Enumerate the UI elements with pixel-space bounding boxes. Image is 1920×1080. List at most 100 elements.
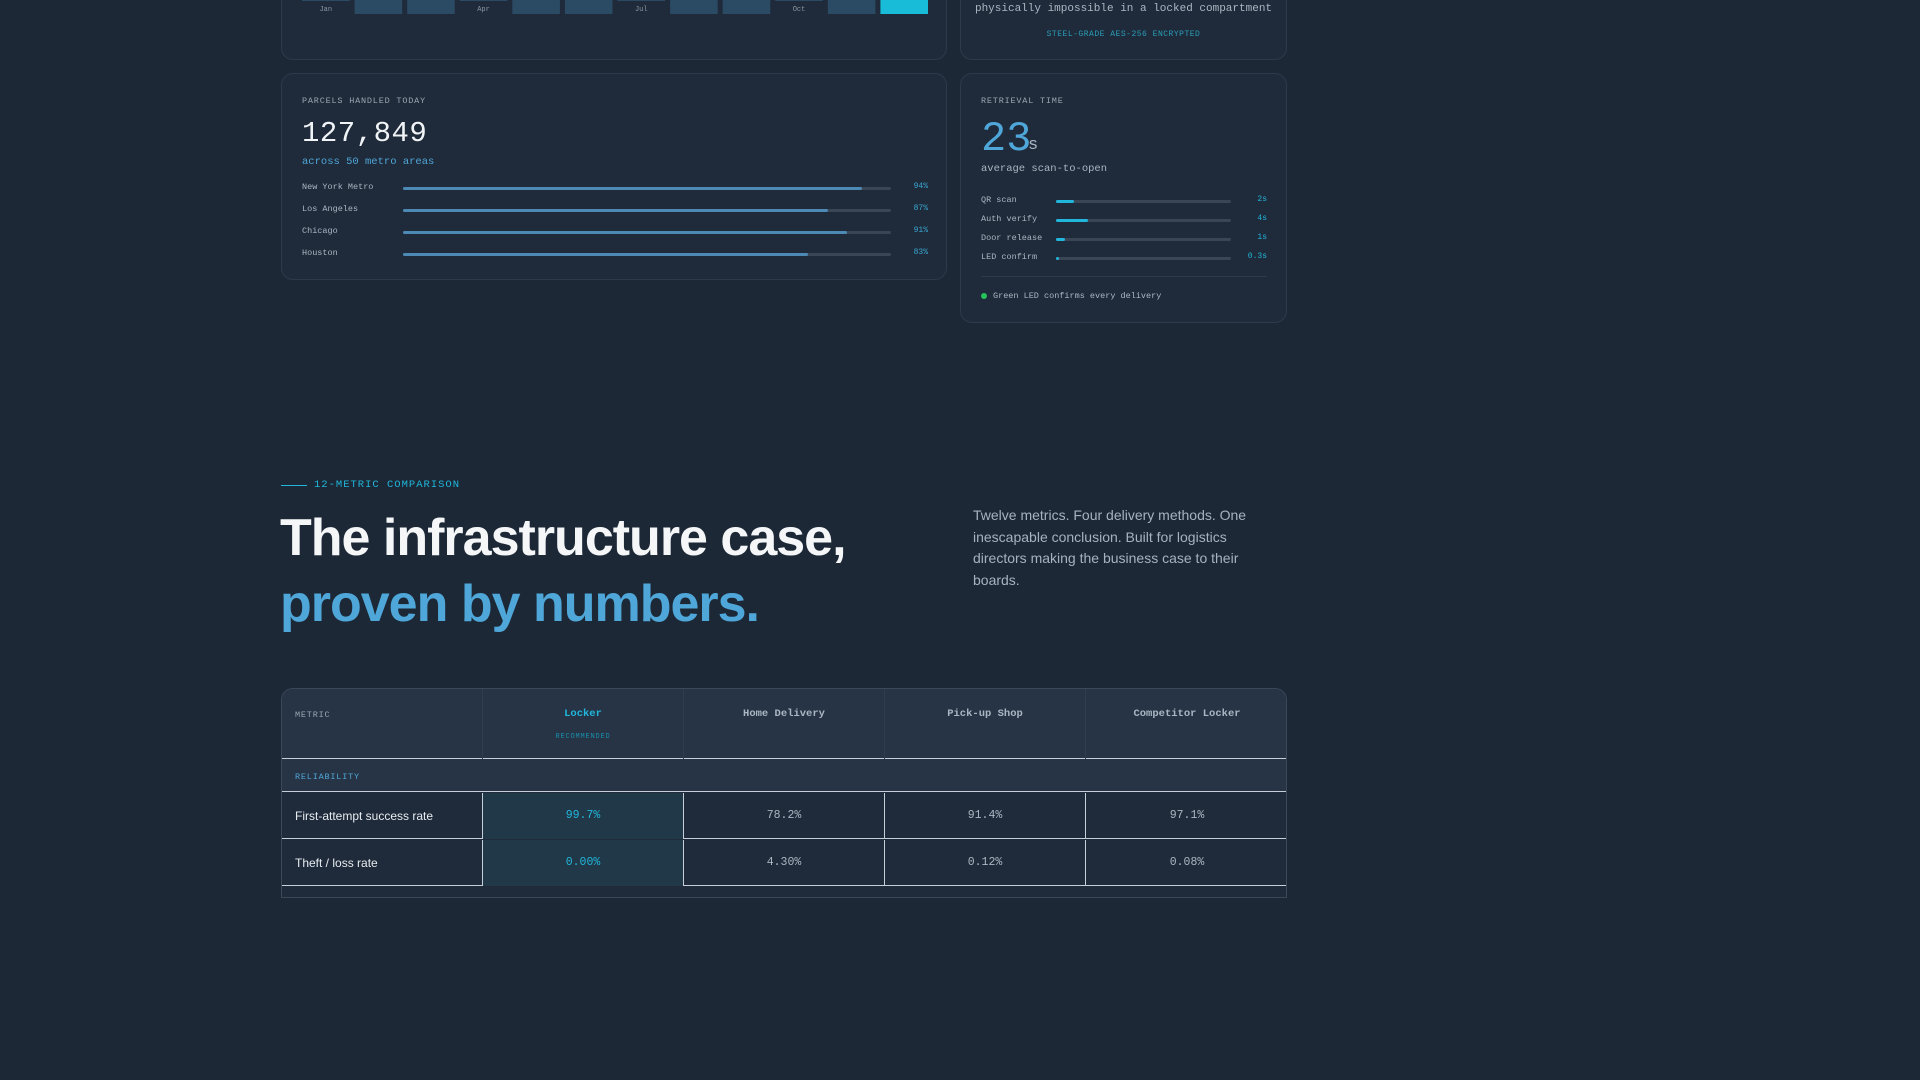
column-header-locker[interactable]: Locker RECOMMENDED xyxy=(482,689,683,759)
metro-progress-track xyxy=(403,253,891,256)
cell-value: 0.08% xyxy=(1169,856,1205,869)
section-intro: Twelve metrics. Four delivery methods. O… xyxy=(973,507,1247,588)
month-tick-label: Jan xyxy=(319,6,332,14)
cell-value: 78.2% xyxy=(766,809,802,822)
step-row: QR scan 2s xyxy=(981,195,1267,207)
metro-percent: 83% xyxy=(913,248,928,257)
chart-bar xyxy=(617,0,666,1)
metric-name: Theft / loss rate xyxy=(295,856,378,870)
month-tick-label: Oct xyxy=(793,6,806,14)
metro-row: New York Metro 94% xyxy=(302,182,928,194)
retrieval-value: 23 xyxy=(981,115,1032,163)
month-tick-label: Apr xyxy=(477,6,490,14)
section-headline-accent: proven by numbers. xyxy=(280,575,760,633)
metro-progress-track xyxy=(403,187,891,190)
metro-progress-fill xyxy=(403,209,828,212)
column-header-label: Home Delivery xyxy=(743,708,825,720)
metric-cell: First-attempt success rate xyxy=(282,793,482,839)
step-value: 2s xyxy=(1257,195,1267,204)
column-header-pickup-shop[interactable]: Pick-up Shop xyxy=(884,689,1085,759)
step-progress-track xyxy=(1056,219,1231,222)
security-card: physically impossible in a locked compar… xyxy=(960,0,1287,60)
column-header-home-delivery[interactable]: Home Delivery xyxy=(683,689,884,759)
step-progress-track xyxy=(1056,257,1231,260)
value-cell-competitor-locker: 97.1% xyxy=(1085,793,1286,839)
chart-bar xyxy=(354,0,403,14)
step-progress-track xyxy=(1056,200,1231,203)
metric-column-header: METRIC xyxy=(282,689,482,759)
green-led-icon xyxy=(981,293,987,299)
chart-bar xyxy=(827,0,876,14)
section-headline: The infrastructure case, xyxy=(280,509,847,567)
month-tick-label: Jul xyxy=(635,6,648,14)
chart-bar xyxy=(722,0,771,14)
chart-bar xyxy=(302,0,350,1)
step-value: 1s xyxy=(1257,233,1267,242)
metro-percent: 94% xyxy=(913,182,928,191)
retrieval-unit: s xyxy=(1028,136,1039,155)
value-cell-competitor-locker: 0.08% xyxy=(1085,840,1286,886)
security-text: physically impossible in a locked compar… xyxy=(974,3,1273,15)
retrieval-label: RETRIEVAL TIME xyxy=(981,96,1064,106)
step-row: Door release 1s xyxy=(981,233,1267,245)
metro-progress-fill xyxy=(403,231,848,234)
step-value: 0.3s xyxy=(1247,252,1267,261)
step-progress-fill xyxy=(1056,200,1074,203)
metro-name: Houston xyxy=(302,248,338,258)
step-value: 4s xyxy=(1257,214,1267,223)
metro-row: Los Angeles 87% xyxy=(302,204,928,216)
step-progress-fill xyxy=(1056,219,1088,222)
column-header-competitor-locker[interactable]: Competitor Locker xyxy=(1085,689,1286,759)
table-row: Theft / loss rate 0.00% 4.30% 0.12% 0.08… xyxy=(282,840,1286,886)
parcels-handled-card: PARCELS HANDLED TODAY 127,849 across 50 … xyxy=(281,73,947,280)
value-cell-pickup-shop: 0.12% xyxy=(884,840,1085,886)
parcels-label: PARCELS HANDLED TODAY xyxy=(302,96,426,106)
step-name: Auth verify xyxy=(981,214,1038,224)
table-header: METRIC Locker RECOMMENDED Home Delivery … xyxy=(282,689,1286,759)
step-row: LED confirm 0.3s xyxy=(981,252,1267,264)
chart-bar-highlight xyxy=(880,0,928,14)
metro-name: New York Metro xyxy=(302,182,374,192)
value-cell-locker: 0.00% xyxy=(482,840,683,886)
metro-progress-fill xyxy=(403,187,862,190)
value-cell-pickup-shop: 91.4% xyxy=(884,793,1085,839)
encryption-badge: STEEL-GRADE AES-256 ENCRYPTED xyxy=(1046,30,1201,39)
cell-value: 91.4% xyxy=(967,809,1003,822)
divider xyxy=(981,276,1267,277)
metric-cell: Theft / loss rate xyxy=(282,840,482,886)
section-eyebrow: 12-METRIC COMPARISON xyxy=(314,479,461,491)
step-progress-track xyxy=(1056,238,1231,241)
table-row: First-attempt success rate 99.7% 78.2% 9… xyxy=(282,793,1286,839)
value-cell-home-delivery: 78.2% xyxy=(683,793,884,839)
step-name: LED confirm xyxy=(981,252,1038,262)
chart-bar xyxy=(459,0,508,1)
step-progress-fill xyxy=(1056,238,1065,241)
value-cell-home-delivery: 4.30% xyxy=(683,840,884,886)
group-label: RELIABILITY xyxy=(295,772,360,782)
metro-progress-track xyxy=(403,231,891,234)
metro-name: Los Angeles xyxy=(302,204,359,214)
chart-bar xyxy=(564,0,613,14)
column-header-label: Locker xyxy=(564,708,602,720)
retrieval-time-card: RETRIEVAL TIME 23 s average scan-to-open… xyxy=(960,73,1287,323)
chart-bar xyxy=(670,0,718,14)
column-header-label: Pick-up Shop xyxy=(947,708,1023,720)
metro-name: Chicago xyxy=(302,226,338,236)
metro-row: Houston 83% xyxy=(302,248,928,260)
metro-progress-track xyxy=(403,209,891,212)
value-cell-locker: 99.7% xyxy=(482,793,683,839)
parcels-count: 127,849 xyxy=(302,117,428,150)
eyebrow-rule xyxy=(281,485,307,486)
chart-bar xyxy=(407,0,455,14)
metro-percent: 87% xyxy=(913,204,928,213)
monthly-volume-chart-card: Jan Apr Jul Oct xyxy=(281,0,947,60)
step-name: QR scan xyxy=(981,195,1017,205)
step-name: Door release xyxy=(981,233,1043,243)
comparison-table: METRIC Locker RECOMMENDED Home Delivery … xyxy=(281,688,1287,898)
table-group-row: RELIABILITY xyxy=(282,759,1286,792)
parcels-subtitle: across 50 metro areas xyxy=(302,156,435,168)
cell-value: 4.30% xyxy=(766,856,802,869)
cell-value: 97.1% xyxy=(1169,809,1205,822)
metric-header-label: METRIC xyxy=(295,710,331,720)
metro-row: Chicago 91% xyxy=(302,226,928,238)
